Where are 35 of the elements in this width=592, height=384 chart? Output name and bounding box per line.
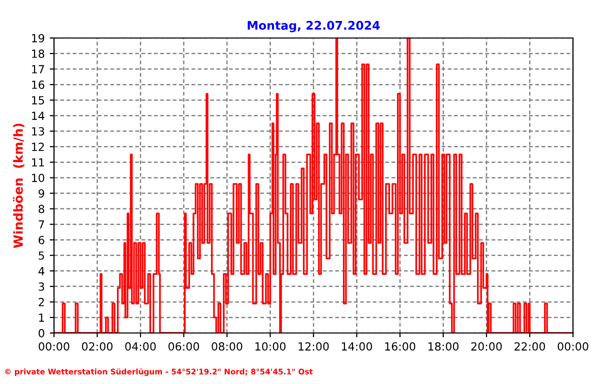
x-tick-label: 00:00	[558, 342, 588, 351]
y-tick-label: 10	[32, 174, 44, 182]
y-axis-title: Windböen (km/h)	[13, 124, 24, 248]
y-tick-label: 5	[38, 251, 44, 260]
y-tick-label: 16	[32, 80, 44, 89]
x-tick-label: 08:00	[212, 342, 242, 351]
y-tick-label: 2	[38, 298, 44, 306]
x-tick-label: 14:00	[342, 342, 372, 351]
y-tick-label: 1	[39, 314, 44, 322]
y-tick-label: 15	[32, 96, 44, 104]
y-tick-label: 14	[32, 112, 44, 120]
chart-title: Montag, 22.07.2024	[248, 20, 380, 32]
y-tick-label: 13	[32, 127, 44, 136]
y-tick-label: 8	[38, 204, 44, 214]
x-tick-label: 12:00	[298, 342, 329, 351]
x-tick-label: 22:00	[514, 342, 546, 351]
x-tick-label: 04:00	[125, 342, 156, 351]
y-tick-label: 19	[32, 34, 44, 42]
y-tick-label: 12	[32, 142, 44, 151]
y-tick-label: 4	[38, 267, 44, 276]
x-tick-label: 02:00	[82, 342, 113, 351]
y-tick-label: 0	[38, 328, 44, 338]
y-tick-label: 9	[38, 189, 44, 198]
y-tick-label: 17	[32, 65, 44, 74]
y-tick-label: 7	[38, 220, 44, 229]
x-tick-label: 16:00	[385, 342, 416, 351]
y-tick-label: 11	[32, 158, 44, 166]
x-tick-label: 00:00	[38, 342, 70, 351]
x-tick-label: 20:00	[471, 342, 502, 351]
x-tick-label: 18:00	[428, 342, 459, 351]
y-tick-label: 3	[38, 282, 44, 291]
y-tick-label: 6	[38, 236, 44, 244]
x-tick-label: 06:00	[168, 342, 200, 351]
y-tick-label: 18	[32, 50, 44, 58]
x-tick-label: 10:00	[255, 342, 286, 351]
